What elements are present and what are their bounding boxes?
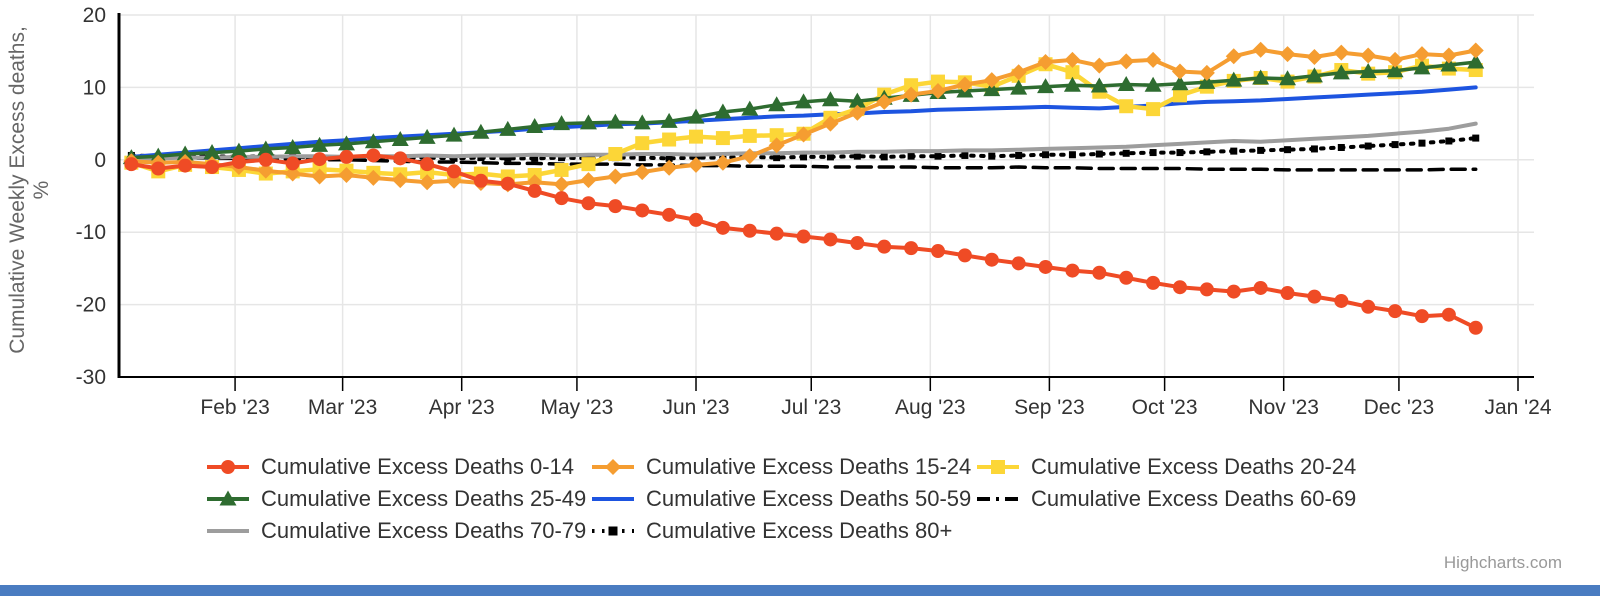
x-tick-label: Aug '23	[895, 396, 966, 419]
legend-item-15-24[interactable]: Cumulative Excess Deaths 15-24	[590, 452, 971, 482]
legend-label: Cumulative Excess Deaths 0-14	[261, 454, 575, 479]
x-tick-label: Jan '24	[1484, 396, 1551, 419]
y-tick-label: 20	[83, 4, 106, 27]
chart-legend: Cumulative Excess Deaths 0-14 Cumulative …	[0, 0, 1600, 543]
legend-label: Cumulative Excess Deaths 50-59	[646, 486, 972, 511]
legend-item-50-59[interactable]: Cumulative Excess Deaths 50-59	[590, 484, 971, 514]
legend-label: Cumulative Excess Deaths 20-24	[1031, 454, 1357, 479]
series-60-69	[129, 155, 1478, 172]
legend-marker-70-79	[207, 529, 249, 533]
legend-marker-25-49	[207, 490, 249, 506]
series-0-14	[124, 148, 1483, 335]
legend-label: Cumulative Excess Deaths 15-24	[646, 454, 972, 479]
x-tick-label: Sep '23	[1014, 396, 1085, 419]
highcharts-credit[interactable]: Highcharts.com	[1443, 553, 1562, 572]
legend-label: Cumulative Excess Deaths 80+	[646, 518, 953, 543]
y-tick-label: 0	[94, 149, 106, 172]
legend-label: Cumulative Excess Deaths 70-79	[261, 518, 587, 543]
legend-item-80+[interactable]: Cumulative Excess Deaths 80+	[590, 516, 952, 546]
svg-text:%: %	[30, 181, 53, 200]
x-tick-label: Feb '23	[200, 396, 269, 419]
x-tick-label: Jul '23	[781, 396, 841, 419]
legend-marker-15-24	[592, 459, 634, 475]
x-tick-label: Mar '23	[308, 396, 377, 419]
x-tick-label: Apr '23	[429, 396, 495, 419]
page-bottom-bar	[0, 585, 1600, 596]
svg-text:Cumulative Weekly Excess death: Cumulative Weekly Excess deaths,	[6, 26, 29, 354]
legend-marker-0-14	[207, 460, 249, 474]
y-tick-label: 10	[83, 76, 106, 99]
x-tick-label: May '23	[540, 396, 613, 419]
legend-item-60-69[interactable]: Cumulative Excess Deaths 60-69	[975, 484, 1356, 514]
series-25-49	[122, 53, 1485, 165]
legend-label: Cumulative Excess Deaths 60-69	[1031, 486, 1357, 511]
y-tick-label: -10	[76, 221, 106, 244]
legend-item-70-79[interactable]: Cumulative Excess Deaths 70-79	[205, 516, 586, 546]
legend-item-20-24[interactable]: Cumulative Excess Deaths 20-24	[975, 452, 1356, 482]
legend-item-25-49[interactable]: Cumulative Excess Deaths 25-49	[205, 484, 586, 514]
series-50-59	[129, 85, 1478, 159]
x-tick-label: Jun '23	[662, 396, 729, 419]
legend-marker-20-24	[977, 460, 1019, 474]
x-tick-label: Nov '23	[1248, 396, 1319, 419]
legend-item-0-14[interactable]: Cumulative Excess Deaths 0-14	[205, 452, 574, 482]
y-tick-label: -20	[76, 294, 106, 317]
legend-marker-50-59	[592, 497, 634, 501]
legend-marker-60-69	[977, 497, 1019, 501]
y-tick-label: -30	[76, 366, 106, 389]
y-axis-title: Cumulative Weekly Excess deaths,%	[6, 26, 53, 354]
x-tick-label: Dec '23	[1364, 396, 1435, 419]
x-tick-label: Oct '23	[1132, 396, 1198, 419]
x-axis-labels: Feb '23 Mar '23 Apr '23 May '23 Jun '23 Jul '…	[200, 396, 1551, 419]
legend-marker-80+	[592, 526, 634, 536]
chart-plot-area: 20 10 0 -10 -20 -30 Feb '23 Mar '23 Apr '23 May '…	[6, 4, 1552, 419]
axes	[117, 13, 1534, 391]
legend-label: Cumulative Excess Deaths 25-49	[261, 486, 587, 511]
y-axis-labels: 20 10 0 -10 -20 -30	[76, 4, 106, 389]
